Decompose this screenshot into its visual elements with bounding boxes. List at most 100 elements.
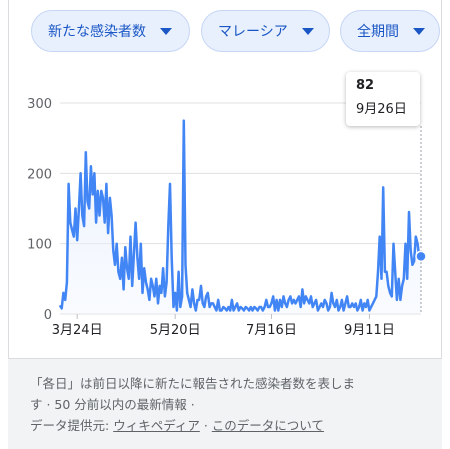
data-point <box>416 243 419 245</box>
data-point <box>159 285 161 287</box>
data-point <box>95 221 97 224</box>
data-point <box>270 302 273 305</box>
caret-down-icon <box>301 27 314 35</box>
data-point <box>196 299 199 301</box>
data-point <box>80 172 82 174</box>
wikipedia-link[interactable]: ウィキペディア <box>113 418 200 433</box>
data-point <box>308 302 310 305</box>
data-point <box>389 292 391 294</box>
data-point <box>64 299 66 301</box>
data-point <box>289 295 291 298</box>
data-point <box>370 306 372 308</box>
data-point <box>375 295 377 298</box>
data-point <box>318 306 321 308</box>
data-point <box>257 309 259 312</box>
data-point <box>203 306 205 308</box>
data-point <box>71 229 73 231</box>
metric-dropdown-label: 新たな感染者数 <box>48 24 146 40</box>
period-dropdown[interactable]: 全期間 <box>340 10 440 52</box>
data-point <box>360 299 362 301</box>
data-point <box>332 302 334 305</box>
data-point <box>337 309 340 312</box>
data-point <box>76 239 78 241</box>
data-point <box>150 278 152 280</box>
data-point <box>238 309 240 312</box>
data-point <box>246 307 248 309</box>
about-data-link[interactable]: このデータについて <box>211 418 324 433</box>
data-point <box>411 264 414 266</box>
data-point <box>380 278 383 280</box>
data-point <box>186 292 188 294</box>
data-point <box>195 309 197 312</box>
data-point <box>73 236 75 238</box>
data-point <box>83 225 85 227</box>
data-point <box>208 306 211 308</box>
data-point <box>293 299 295 301</box>
data-point <box>391 295 393 298</box>
data-point <box>245 306 247 308</box>
data-point <box>174 292 176 294</box>
data-point <box>107 232 109 234</box>
data-point <box>85 151 87 153</box>
data-point <box>181 295 183 298</box>
data-point <box>251 309 254 312</box>
y-tick-label: 300 <box>27 97 52 112</box>
metric-dropdown[interactable]: 新たな感染者数 <box>31 10 190 52</box>
data-point <box>207 292 209 294</box>
footer-separator: · <box>203 418 208 433</box>
footer-note-line1: 「各日」は前日以降に新たに報告された感染者数を表しま <box>30 376 356 391</box>
chart-tooltip: 82 9月26日 <box>346 72 420 126</box>
data-point <box>214 306 216 308</box>
data-point <box>365 306 367 308</box>
data-point <box>236 302 238 305</box>
data-point <box>190 306 192 308</box>
data-point <box>272 295 274 298</box>
data-point <box>123 288 125 290</box>
data-point <box>66 281 68 283</box>
data-point <box>243 309 245 312</box>
hover-point <box>415 250 427 263</box>
data-point <box>112 250 114 252</box>
data-point <box>67 183 70 185</box>
data-point <box>344 302 346 305</box>
data-point <box>348 306 350 308</box>
data-point <box>410 250 412 252</box>
data-point <box>392 243 395 245</box>
data-point <box>331 292 333 294</box>
data-point <box>93 172 95 174</box>
data-point <box>129 236 132 238</box>
data-point <box>377 271 379 273</box>
data-point <box>336 299 338 301</box>
data-point <box>291 302 293 305</box>
x-tick-label: 9月11日 <box>344 323 395 338</box>
y-tick-label: 0 <box>44 308 52 323</box>
data-point <box>267 306 269 308</box>
tooltip-date: 9月26日 <box>356 102 407 117</box>
data-point <box>262 309 264 312</box>
data-point <box>382 186 384 188</box>
data-point <box>227 306 230 308</box>
data-point <box>191 288 193 290</box>
data-point <box>100 190 102 192</box>
data-point <box>334 306 336 308</box>
data-point <box>355 302 357 305</box>
region-dropdown[interactable]: マレーシア <box>201 10 330 52</box>
series-area <box>60 120 421 314</box>
data-point <box>121 257 123 259</box>
data-point <box>363 302 365 305</box>
data-point <box>88 207 90 210</box>
data-point <box>281 306 283 308</box>
data-point <box>202 302 204 305</box>
tooltip-value: 82 <box>356 78 375 93</box>
data-point <box>288 299 290 301</box>
data-point <box>160 292 163 294</box>
data-point <box>234 306 236 308</box>
data-point <box>98 214 101 217</box>
data-point <box>241 307 243 309</box>
data-point <box>104 221 106 224</box>
data-point <box>322 306 324 308</box>
data-point <box>353 306 355 308</box>
data-point <box>255 307 257 309</box>
cases-chart[interactable]: 0 100 200 300 3月24日 5月20日 7月16日 9月11日 <box>0 0 450 358</box>
data-point <box>306 299 309 301</box>
